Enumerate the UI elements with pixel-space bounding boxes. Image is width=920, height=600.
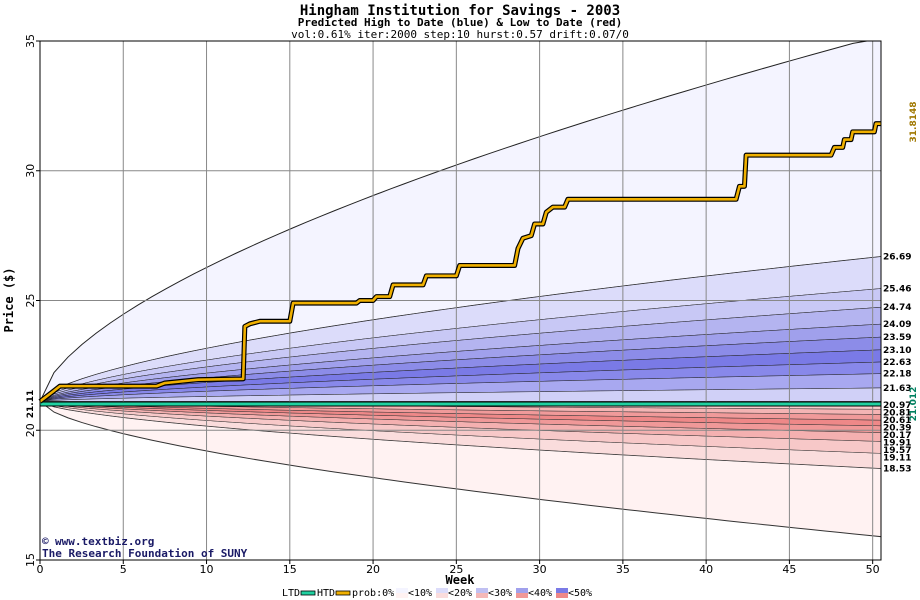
legend-ltd-swatch (300, 590, 316, 596)
y-tick-label: 20 (24, 423, 37, 437)
band-value-label: 19.91 (883, 439, 911, 449)
legend-prob-item: <10% (408, 588, 432, 599)
band-value-label: 20.61 (883, 416, 911, 426)
legend-htd-swatch (335, 590, 351, 596)
x-tick-label: 35 (616, 563, 630, 576)
x-tick-label: 15 (283, 563, 297, 576)
band-value-label: 22.63 (883, 358, 911, 368)
legend-prob-label: prob:0% (352, 588, 394, 599)
ltd-final-label: 21.012 (909, 387, 919, 422)
copyright-icon: © (42, 535, 49, 548)
band-value-label: 20.17 (883, 431, 911, 441)
legend-swatch-high (516, 588, 528, 593)
legend-prob-item: <30% (488, 588, 512, 599)
legend-prob-item: <40% (528, 588, 552, 599)
x-tick-label: 5 (120, 563, 127, 576)
htd-final-label: 31.8148 (909, 102, 919, 143)
y-axis-label: Price ($) (2, 267, 16, 332)
legend-swatch-high (556, 588, 568, 593)
band-value-labels: 26.69 25.46 24.74 24.09 23.59 23.10 22.63 22.18… (883, 253, 911, 475)
start-price-label: 21.11 (26, 390, 36, 418)
legend-prob-item: <20% (448, 588, 472, 599)
band-value-label: 21.63 (883, 384, 911, 394)
chart-subtitle: Predicted High to Date (blue) & Low to D… (298, 16, 623, 29)
band-value-label: 22.18 (883, 370, 911, 380)
legend-swatch-low (476, 593, 488, 598)
legend-prob-item: <50% (568, 588, 592, 599)
y-tick-label: 15 (24, 553, 37, 567)
x-tick-label: 10 (200, 563, 214, 576)
x-tick-label: 20 (366, 563, 380, 576)
y-tick-label: 30 (24, 164, 37, 178)
band-value-label: 20.81 (883, 409, 911, 419)
series-layer (38, 121, 881, 407)
legend-ltd-label: LTD (282, 588, 300, 599)
y-tick-label: 35 (24, 34, 37, 48)
chart-title: Hingham Institution for Savings - 2003 (300, 3, 620, 19)
band-value-label: 18.53 (883, 464, 911, 474)
band-value-label: 24.74 (883, 303, 911, 313)
band-value-label: 26.69 (883, 253, 911, 263)
band-value-label: 25.46 (883, 285, 911, 295)
band-value-label: 23.59 (883, 333, 911, 343)
band-value-label: 19.11 (883, 454, 911, 464)
x-tick-label: 25 (449, 563, 463, 576)
htd-line (39, 122, 881, 403)
legend-swatch-high (396, 588, 408, 593)
x-tick-label: 45 (782, 563, 796, 576)
band-value-label: 20.97 (883, 401, 911, 411)
legend: LTD HTD prob:0% <10% <20% <30% <40% <50% (282, 588, 592, 599)
legend-htd-label: HTD (317, 588, 335, 599)
legend-swatch-low (556, 593, 568, 598)
band-value-label: 23.10 (883, 346, 911, 356)
band-value-label: 19.57 (883, 446, 911, 456)
x-tick-label: 50 (866, 563, 880, 576)
x-tick-label: 30 (533, 563, 547, 576)
legend-swatch-low (516, 593, 528, 598)
probability-bands (39, 40, 882, 538)
x-tick-label: 40 (699, 563, 713, 576)
band-value-label: 24.09 (883, 320, 911, 330)
legend-swatch-low (396, 593, 408, 598)
legend-swatch-high (476, 588, 488, 593)
credit-url: www.textbiz.org (55, 535, 154, 548)
band-value-label: 20.39 (883, 424, 911, 434)
y-tick-label: 25 (24, 294, 37, 308)
x-tick-label: 0 (37, 563, 44, 576)
axes: 0 5 10 15 20 25 30 35 40 45 50 15 20 25 30 35 (24, 34, 882, 576)
chart-params: vol:0.61% iter:2000 step:10 hurst:0.57 d… (291, 28, 629, 41)
legend-swatch-high (436, 588, 448, 593)
credit-org: The Research Foundation of SUNY (42, 547, 248, 560)
x-axis-label: Week (446, 573, 476, 587)
credit: © www.textbiz.org The Research Foundatio… (42, 535, 248, 560)
legend-swatch-low (436, 593, 448, 598)
